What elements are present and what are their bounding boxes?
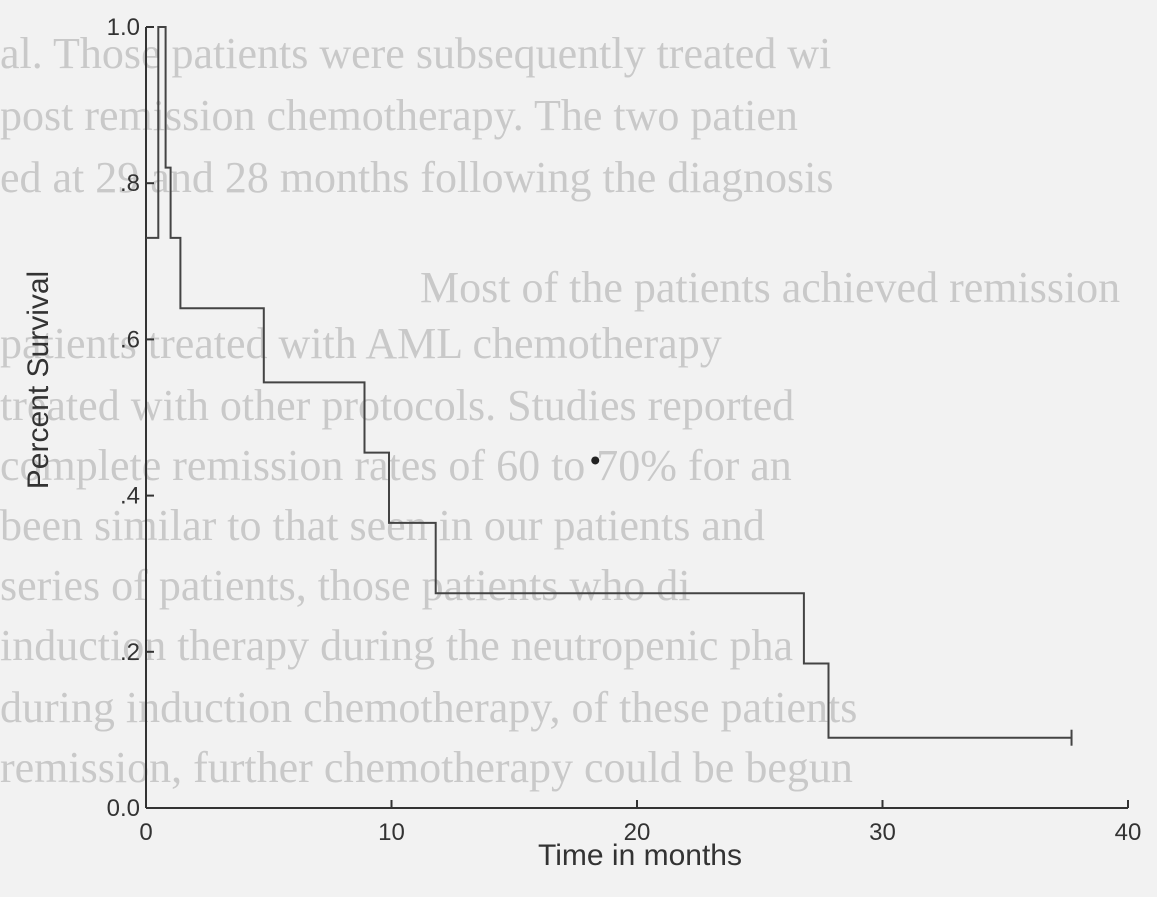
chart-axes xyxy=(145,27,1128,809)
bg-line: complete remission rates of 60 to 70% fo… xyxy=(0,441,792,490)
x-tick-label: 20 xyxy=(624,819,651,846)
bg-line: series of patients, those patients who d… xyxy=(0,561,691,610)
y-tick-label: .8 xyxy=(120,170,140,197)
x-tick-label: 40 xyxy=(1115,819,1142,846)
x-tick-label: 30 xyxy=(869,819,896,846)
x-tick-label: 10 xyxy=(378,819,405,846)
survival-step-line xyxy=(146,26,1072,739)
y-tick-label: 0.0 xyxy=(107,795,140,822)
x-tick-label: 0 xyxy=(139,819,152,846)
bg-line: remission, further chemotherapy could be… xyxy=(0,743,853,792)
bg-line: induction therapy during the neutropenic… xyxy=(0,621,793,670)
bg-line: post remission chemotherapy. The two pat… xyxy=(0,91,798,140)
stray-dot-mark xyxy=(591,456,600,465)
bg-line: treated with other protocols. Studies re… xyxy=(0,381,795,430)
y-tick-label: .2 xyxy=(120,639,140,666)
bg-line: been similar to that seen in our patient… xyxy=(0,501,765,550)
bg-line: ed at 29 and 28 months following the dia… xyxy=(0,153,834,202)
bg-line: during induction chemotherapy, of these … xyxy=(0,683,858,732)
chart-ticks: 0.0 .2 .4 .6 .8 1.0 0 10 20 30 40 xyxy=(107,14,1142,846)
chart-series xyxy=(146,26,1073,746)
bg-line: Most of the patients achieved remission xyxy=(420,263,1121,312)
y-tick-label: .4 xyxy=(120,483,140,510)
bg-line: al. Those patients were subsequently tre… xyxy=(0,29,832,78)
y-axis-label: Percent Survival xyxy=(22,271,55,489)
x-axis-label: Time in months xyxy=(538,839,742,872)
y-tick-label: .6 xyxy=(120,326,140,353)
bg-line: patients treated with AML chemotherapy xyxy=(0,319,722,368)
y-tick-label: 1.0 xyxy=(107,14,140,41)
